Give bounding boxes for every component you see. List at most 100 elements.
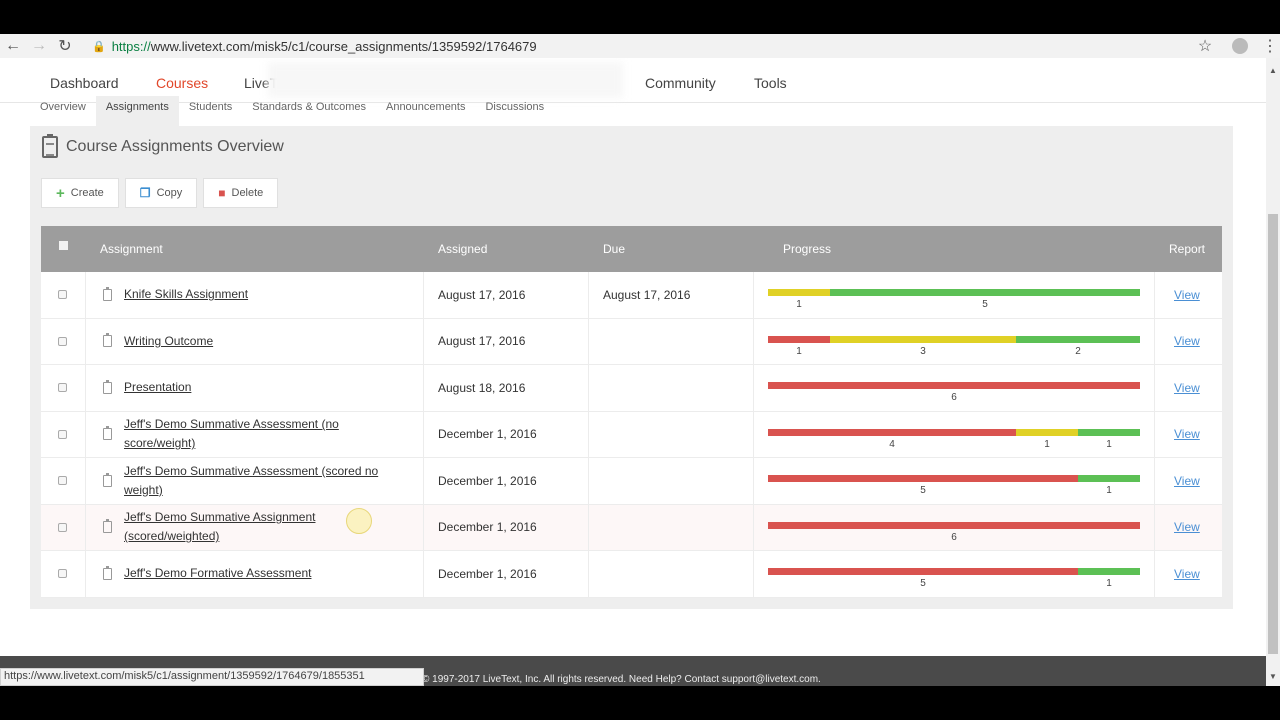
cursor-highlight <box>346 508 372 534</box>
screen-top-border <box>0 0 1280 34</box>
trash-icon: ■ <box>218 186 226 200</box>
delete-label: Delete <box>231 187 264 199</box>
tab-assignments[interactable]: Assignments <box>95 96 179 126</box>
progress-count-label: 1 <box>796 299 802 310</box>
progress-segment-yellow <box>830 335 1016 343</box>
row-checkbox[interactable] <box>58 429 67 439</box>
column-divider <box>588 272 589 318</box>
row-checkbox[interactable] <box>58 476 67 486</box>
assignment-link[interactable]: Writing Outcome <box>124 333 214 348</box>
address-bar[interactable]: https://www.livetext.com/misk5/c1/course… <box>112 39 1190 54</box>
page-title: Course Assignments Overview <box>42 134 284 158</box>
row-checkbox[interactable] <box>58 383 67 393</box>
column-divider <box>753 458 754 504</box>
view-report-link[interactable]: View <box>1174 566 1200 581</box>
column-divider <box>588 318 589 364</box>
forward-arrow-icon[interactable]: → <box>31 37 47 54</box>
view-report-link[interactable]: View <box>1174 473 1200 488</box>
reload-icon[interactable]: ↻ <box>58 38 72 55</box>
scroll-up-icon[interactable]: ▲ <box>1269 66 1277 75</box>
clipboard-icon <box>103 519 112 534</box>
table-row: Presentation August 18, 2016 View 6 <box>41 365 1222 412</box>
header-due[interactable]: Due <box>603 242 626 256</box>
assignment-link[interactable]: Presentation <box>124 380 192 395</box>
browser-toolbar: ← → ↻ 🔒 https://www.livetext.com/misk5/c… <box>0 34 1280 58</box>
tab-students[interactable]: Students <box>188 101 233 113</box>
clipboard-icon <box>103 286 112 301</box>
row-checkbox[interactable] <box>58 569 67 579</box>
view-report-link[interactable]: View <box>1174 427 1200 442</box>
status-bar-url: https://www.livetext.com/misk5/c1/assign… <box>0 668 424 686</box>
view-report-link[interactable]: View <box>1174 287 1200 302</box>
column-divider <box>1154 504 1155 550</box>
nav-courses[interactable]: Courses <box>156 75 209 91</box>
assignment-link[interactable]: Jeff's Demo Formative Assessment <box>124 566 312 581</box>
progress-segment-green <box>1016 335 1140 343</box>
nav-tools[interactable]: Tools <box>754 75 787 91</box>
progress-count-label: 6 <box>951 392 957 403</box>
extension-icon[interactable] <box>1232 38 1248 54</box>
tab-discussions[interactable]: Discussions <box>485 101 545 113</box>
header-assignment[interactable]: Assignment <box>100 242 163 256</box>
column-divider <box>753 504 754 550</box>
assignment-link[interactable]: Jeff's Demo Summative Assignment (scored… <box>124 510 316 544</box>
copy-button[interactable]: ❐ Copy <box>124 178 198 208</box>
assigned-date: December 1, 2016 <box>438 566 537 581</box>
column-divider <box>1154 458 1155 504</box>
progress-count-label: 5 <box>920 485 926 496</box>
view-report-link[interactable]: View <box>1174 520 1200 535</box>
delete-button[interactable]: ■ Delete <box>203 178 279 208</box>
progress-segment-green <box>1078 428 1140 436</box>
bookmark-star-icon[interactable]: ☆ <box>1197 38 1213 55</box>
scroll-down-icon[interactable]: ▼ <box>1269 672 1277 681</box>
column-divider <box>588 551 589 597</box>
row-checkbox[interactable] <box>58 336 67 346</box>
report-cell: View <box>1174 458 1200 504</box>
assignment-link[interactable]: Knife Skills Assignment <box>124 287 249 302</box>
progress-segment-red <box>768 521 1140 529</box>
nav-community[interactable]: Community <box>645 75 716 91</box>
header-assigned[interactable]: Assigned <box>438 242 488 256</box>
page-scrollbar[interactable]: ▲ ▼ <box>1266 58 1280 686</box>
progress-count-label: 1 <box>1106 578 1112 589</box>
row-checkbox[interactable] <box>58 290 67 300</box>
progress-segment-red <box>768 382 1140 389</box>
assignment-link[interactable]: Jeff's Demo Summative Assessment (scored… <box>124 463 379 497</box>
column-divider <box>423 551 424 597</box>
progress-count-label: 6 <box>951 531 957 543</box>
row-checkbox-cell <box>58 365 67 411</box>
assignment-link[interactable]: Jeff's Demo Summative Assessment (no sco… <box>124 417 339 451</box>
column-divider <box>85 411 86 457</box>
tab-overview[interactable]: Overview <box>40 101 86 113</box>
row-checkbox[interactable] <box>58 522 67 532</box>
select-all-checkbox[interactable] <box>59 241 68 250</box>
tab-announcements[interactable]: Announcements <box>385 101 466 113</box>
blurred-region <box>268 62 623 98</box>
assignment-cell: Knife Skills Assignment <box>103 272 393 318</box>
clipboard-icon <box>103 472 112 487</box>
progress-segment-red <box>768 335 830 343</box>
view-report-link[interactable]: View <box>1174 334 1200 349</box>
view-report-link[interactable]: View <box>1174 380 1200 395</box>
table-row: Knife Skills Assignment August 17, 2016 Au… <box>41 272 1222 319</box>
tab-standards-outcomes[interactable]: Standards & Outcomes <box>252 101 366 113</box>
progress-segment-yellow <box>768 289 830 296</box>
assigned-date: August 17, 2016 <box>438 287 526 302</box>
create-button[interactable]: + Create <box>41 178 119 208</box>
assignment-cell: Jeff's Demo Summative Assignment (scored… <box>103 505 393 551</box>
header-progress: Progress <box>783 242 832 256</box>
progress-segment-red <box>768 568 1078 575</box>
assigned-date: August 17, 2016 <box>438 334 526 349</box>
nav-dashboard[interactable]: Dashboard <box>50 75 119 91</box>
browser-menu-icon[interactable]: ⋮ <box>1262 38 1278 55</box>
header-report: Report <box>1169 242 1206 256</box>
report-cell: View <box>1174 505 1200 551</box>
assignments-table: Assignment Assigned Due Progress Report … <box>41 226 1222 598</box>
back-arrow-icon[interactable]: ← <box>5 37 21 54</box>
copy-label: Copy <box>156 187 183 199</box>
row-checkbox-cell <box>58 551 67 597</box>
assignment-cell: Presentation <box>103 365 393 411</box>
clipboard-icon <box>42 134 58 158</box>
scrollbar-thumb[interactable] <box>1268 214 1278 654</box>
table-row: Jeff's Demo Summative Assessment (no sco… <box>41 411 1222 458</box>
